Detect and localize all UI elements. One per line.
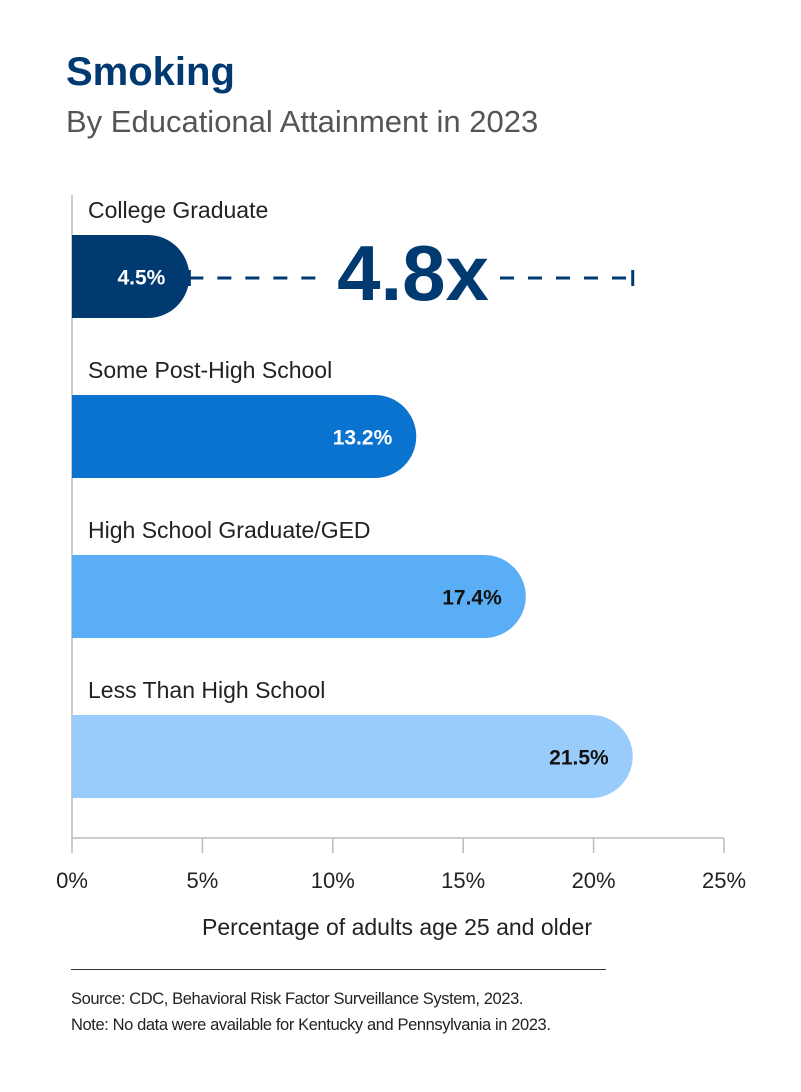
data-label: 13.2%	[333, 427, 393, 450]
data-label: 21.5%	[549, 747, 609, 770]
data-note: Note: No data were available for Kentuck…	[71, 1016, 551, 1034]
category-label: Some Post-High School	[88, 357, 332, 383]
x-axis-label: Percentage of adults age 25 and older	[202, 914, 592, 940]
x-tick-label: 5%	[187, 868, 219, 893]
bar	[72, 235, 190, 318]
x-tick-label: 0%	[56, 868, 88, 893]
category-label: High School Graduate/GED	[88, 517, 371, 543]
bar	[72, 395, 417, 478]
data-label: 17.4%	[442, 587, 502, 610]
bar	[72, 554, 526, 638]
x-tick-label: 25%	[702, 868, 746, 893]
bar	[72, 715, 633, 798]
chart-title: Smoking	[66, 50, 235, 94]
chart-subtitle: By Educational Attainment in 2023	[66, 104, 539, 139]
source-note: Source: CDC, Behavioral Risk Factor Surv…	[71, 990, 524, 1008]
data-label: 4.5%	[117, 267, 165, 290]
bar-chart: 0% 5% 10% 15% 20% 25% Percentage of adults age…	[56, 195, 746, 940]
category-label: Less Than High School	[88, 677, 325, 703]
footer-divider	[71, 969, 606, 970]
ratio-annotation: 4.8x	[337, 229, 489, 317]
x-tick-label: 15%	[441, 868, 485, 893]
category-label: College Graduate	[88, 197, 268, 223]
x-tick-label: 20%	[572, 868, 616, 893]
x-tick-label: 10%	[311, 868, 355, 893]
